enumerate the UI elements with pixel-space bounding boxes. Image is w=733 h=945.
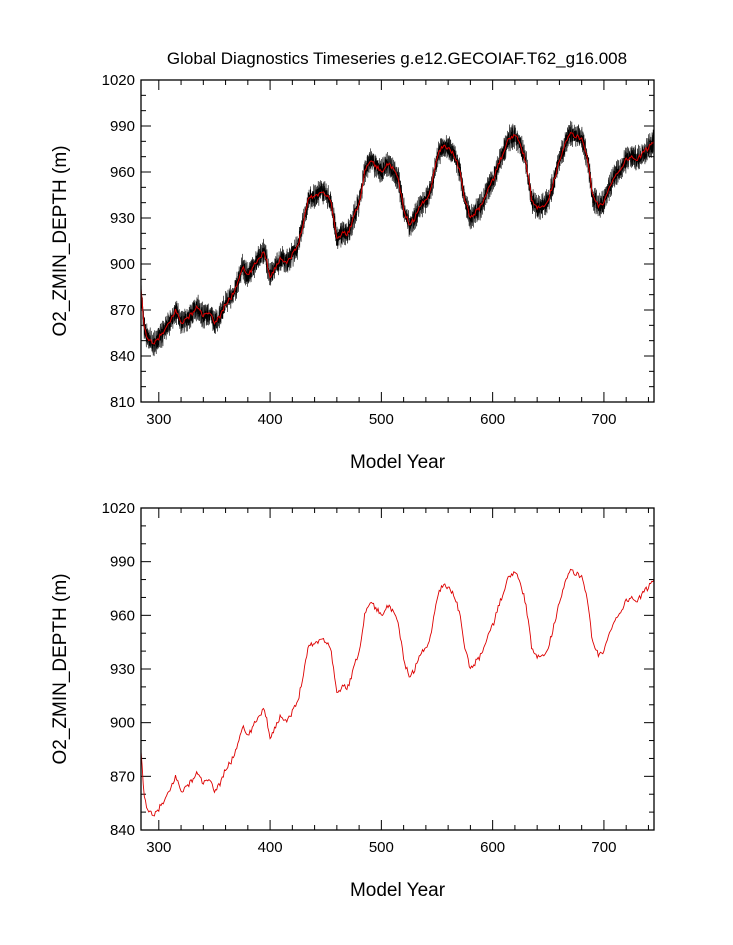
y-tick-label: 870: [110, 768, 135, 785]
x-tick-label: 700: [591, 411, 616, 428]
bottom-x-axis-label: Model Year: [350, 880, 446, 901]
y-tick-label: 960: [110, 164, 135, 181]
x-tick-label: 600: [480, 411, 505, 428]
x-tick-label: 400: [258, 839, 283, 856]
x-tick-label: 400: [258, 411, 283, 428]
top-panel: 300 400 500 600 700 810 840 870 900 930 960 990 102…: [50, 72, 655, 473]
bottom-y-axis-label: O2_ZMIN_DEPTH (m): [50, 573, 71, 764]
y-tick-label: 990: [110, 554, 135, 571]
x-tick-label: 300: [146, 411, 171, 428]
bottom-ticks: [141, 507, 654, 831]
top-x-axis-label: Model Year: [350, 452, 446, 473]
top-series: [141, 120, 654, 357]
x-tick-label: 500: [369, 411, 394, 428]
series-line-annual-mean: [141, 131, 654, 345]
series-line-annual-mean: [141, 568, 654, 817]
y-tick-label: 990: [110, 118, 135, 135]
series-line-monthly: [141, 120, 654, 357]
y-tick-label: 930: [110, 210, 135, 227]
y-tick-label: 840: [110, 348, 135, 365]
bottom-y-tick-labels: 840 870 900 930 960 990 1020: [102, 500, 135, 839]
y-tick-label: 1020: [102, 72, 135, 89]
x-tick-label: 600: [480, 839, 505, 856]
y-tick-label: 960: [110, 607, 135, 624]
figure-title: Global Diagnostics Timeseries g.e12.GECO…: [167, 49, 627, 68]
y-tick-label: 930: [110, 661, 135, 678]
y-tick-label: 1020: [102, 500, 135, 517]
y-tick-label: 900: [110, 715, 135, 732]
top-plot-frame: [140, 79, 655, 403]
top-x-tick-labels: 300 400 500 600 700: [146, 411, 616, 428]
x-tick-label: 500: [369, 839, 394, 856]
bottom-plot-frame: [140, 507, 655, 831]
y-tick-label: 810: [110, 394, 135, 411]
bottom-series: [141, 568, 654, 817]
top-y-tick-labels: 810 840 870 900 930 960 990 1020: [102, 72, 135, 411]
x-tick-label: 700: [591, 839, 616, 856]
y-tick-label: 840: [110, 822, 135, 839]
top-y-axis-label: O2_ZMIN_DEPTH (m): [50, 145, 71, 336]
x-tick-label: 300: [146, 839, 171, 856]
bottom-panel: 300 400 500 600 700 840 870 900 930 960 990 1020 M…: [50, 500, 655, 901]
y-tick-label: 870: [110, 302, 135, 319]
bottom-x-tick-labels: 300 400 500 600 700: [146, 839, 616, 856]
y-tick-label: 900: [110, 256, 135, 273]
